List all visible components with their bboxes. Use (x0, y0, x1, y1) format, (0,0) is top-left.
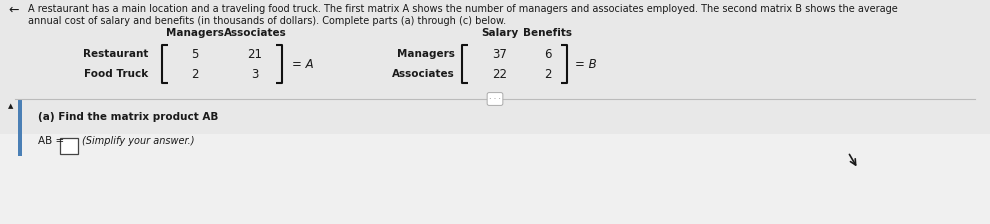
Text: 5: 5 (191, 47, 199, 60)
Text: · · ·: · · · (489, 95, 501, 103)
Text: = A: = A (292, 58, 314, 71)
Text: 2: 2 (544, 67, 551, 80)
Text: Associates: Associates (392, 69, 455, 79)
Text: A restaurant has a main location and a traveling food truck. The first matrix A : A restaurant has a main location and a t… (28, 4, 898, 14)
Text: 21: 21 (248, 47, 262, 60)
FancyBboxPatch shape (18, 100, 22, 156)
Text: (a) Find the matrix product AB: (a) Find the matrix product AB (38, 112, 219, 122)
Text: Food Truck: Food Truck (84, 69, 148, 79)
Text: 22: 22 (492, 67, 508, 80)
Text: Managers: Managers (397, 49, 455, 59)
Text: 37: 37 (493, 47, 508, 60)
Text: annual cost of salary and benefits (in thousands of dollars). Complete parts (a): annual cost of salary and benefits (in t… (28, 16, 506, 26)
Text: Associates: Associates (224, 28, 286, 38)
Text: 6: 6 (544, 47, 551, 60)
FancyBboxPatch shape (60, 138, 78, 154)
Text: 2: 2 (191, 67, 199, 80)
Text: Salary: Salary (481, 28, 519, 38)
Text: = B: = B (575, 58, 597, 71)
Text: Benefits: Benefits (524, 28, 572, 38)
Text: AB =: AB = (38, 136, 64, 146)
Text: Restaurant: Restaurant (82, 49, 148, 59)
Text: ▲: ▲ (8, 103, 14, 109)
FancyBboxPatch shape (0, 134, 990, 224)
FancyBboxPatch shape (0, 0, 990, 134)
Text: 3: 3 (251, 67, 258, 80)
Text: (Simplify your answer.): (Simplify your answer.) (82, 136, 194, 146)
Text: Managers: Managers (166, 28, 224, 38)
Text: ←: ← (8, 4, 19, 17)
